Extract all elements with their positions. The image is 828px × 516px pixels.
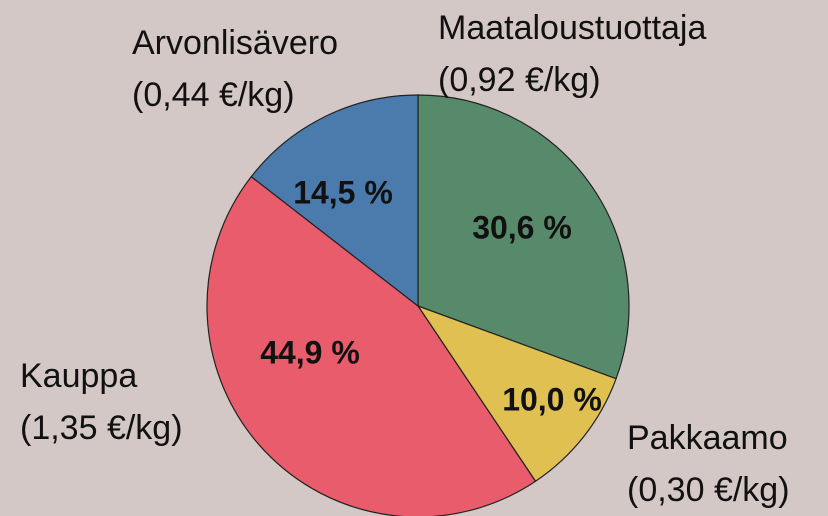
price-label: (1,35 €/kg): [20, 409, 183, 447]
price-label: (0,92 €/kg): [438, 61, 601, 99]
value-label: 30,6 %: [472, 209, 572, 245]
pie-slice: [416, 304, 617, 483]
pie-slice: [250, 94, 419, 308]
category-label: Maataloustuottaja: [438, 9, 706, 47]
value-label: 10,0 %: [502, 381, 602, 417]
value-label: 14,5 %: [293, 174, 393, 210]
pie-slice: [417, 94, 630, 380]
pie-slice: [206, 175, 537, 516]
category-label: Arvonlisävero: [132, 24, 338, 62]
price-label: (0,44 €/kg): [132, 76, 295, 114]
value-label: 44,9 %: [260, 334, 360, 370]
pie: [206, 94, 630, 516]
category-label: Pakkaamo: [627, 419, 788, 457]
category-label: Kauppa: [20, 357, 137, 395]
labels: 30,6 % Maataloustuottaja (0,92 €/kg) 10,0 %…: [20, 9, 790, 509]
price-label: (0,30 €/kg): [627, 471, 790, 509]
